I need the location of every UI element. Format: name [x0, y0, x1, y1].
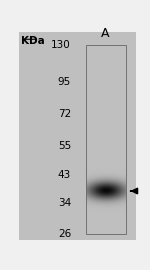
Text: A: A — [101, 27, 110, 40]
Text: 95: 95 — [58, 77, 71, 87]
Bar — [86, 45, 126, 234]
Text: 43: 43 — [58, 170, 71, 180]
Text: 26: 26 — [58, 229, 71, 239]
Bar — [86, 45, 126, 234]
Text: KDa: KDa — [21, 36, 45, 46]
Text: 55: 55 — [58, 141, 71, 151]
Text: 34: 34 — [58, 198, 71, 208]
Text: 130: 130 — [51, 40, 71, 50]
Text: 72: 72 — [58, 109, 71, 119]
